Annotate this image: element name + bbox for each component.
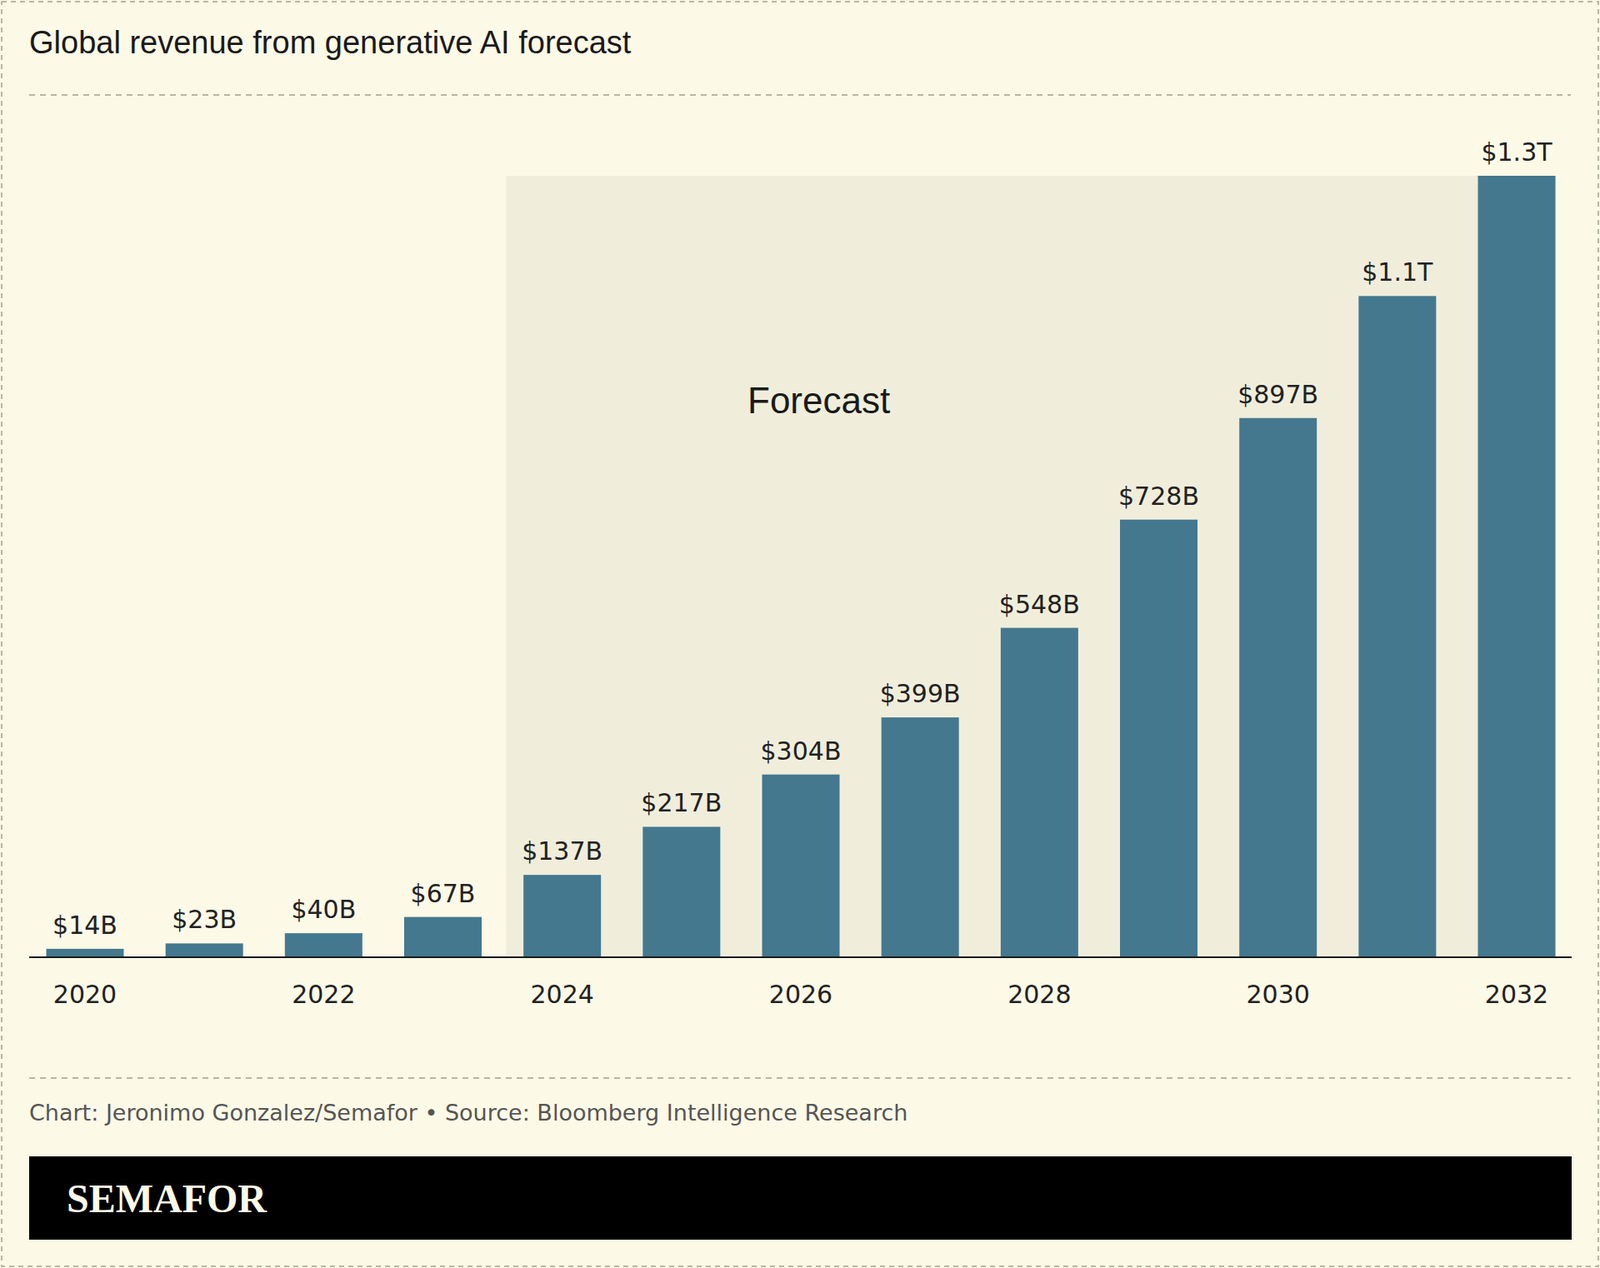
x-tick-label: 2020	[53, 980, 117, 1010]
data-label: $14B	[52, 910, 118, 940]
bar	[404, 917, 482, 958]
brand: SEMAFOR	[66, 1176, 268, 1221]
bar	[1239, 418, 1317, 958]
bar	[285, 933, 363, 958]
bar	[1000, 628, 1079, 958]
data-label: $1.3T	[1480, 137, 1553, 167]
bar	[523, 875, 601, 958]
data-label: $399B	[880, 679, 961, 709]
data-label: $67B	[410, 879, 476, 909]
bar	[1120, 520, 1198, 958]
footer-divider	[29, 1077, 1571, 1080]
data-label: $1.1T	[1361, 257, 1434, 287]
bar	[642, 826, 720, 958]
x-tick-label: 2022	[291, 980, 355, 1010]
x-axis	[29, 956, 1572, 959]
bar	[881, 717, 960, 958]
annotation: Forecast	[747, 380, 890, 421]
chart: Global revenue from generative AI foreca…	[0, 0, 1600, 1268]
x-tick-label: 2030	[1245, 980, 1310, 1010]
data-label: $217B	[640, 788, 722, 818]
data-label: $304B	[760, 736, 842, 766]
data-label: $728B	[1118, 481, 1200, 511]
x-tick-label: 2026	[769, 980, 833, 1010]
data-label: $23B	[171, 905, 237, 935]
data-label: $548B	[999, 590, 1080, 620]
x-tick-label: 2032	[1485, 980, 1549, 1010]
background	[0, 0, 1600, 1268]
forecast-region	[505, 175, 1555, 958]
data-label: $137B	[521, 836, 603, 866]
x-tick-label: 2024	[530, 980, 594, 1010]
bar	[1478, 175, 1556, 958]
bar	[46, 949, 125, 958]
bar	[1358, 295, 1436, 958]
data-label: $897B	[1237, 380, 1319, 410]
title: Global revenue from generative AI foreca…	[29, 25, 632, 60]
brand-bar	[29, 1156, 1572, 1240]
bar	[762, 775, 840, 958]
title-divider	[29, 94, 1571, 96]
data-label: $40B	[290, 895, 356, 925]
x-tick-label: 2028	[1007, 980, 1071, 1010]
frame	[1, 1, 1599, 1267]
bar	[165, 943, 244, 958]
bars	[46, 175, 1556, 958]
source: Chart: Jeronimo Gonzalez/Semafor • Sourc…	[29, 1100, 908, 1126]
